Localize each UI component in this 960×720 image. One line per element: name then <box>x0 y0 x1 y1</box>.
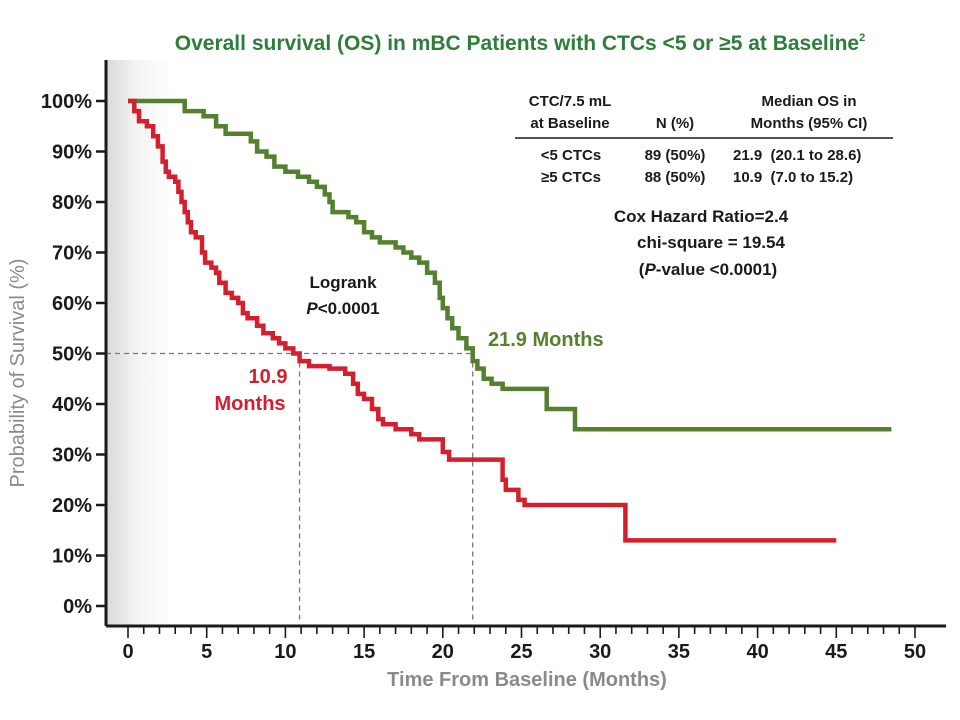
plot-area-background <box>106 60 946 626</box>
logrank-p: P<0.0001 <box>306 299 379 318</box>
series-layer <box>128 98 892 543</box>
x-tick-label: 30 <box>589 641 611 663</box>
y-tick-label: 0% <box>63 596 92 618</box>
axes <box>104 60 946 628</box>
reference-lines <box>106 352 474 622</box>
median-low-value: 10.9 <box>249 366 288 388</box>
y-tick-label: 30% <box>52 445 92 467</box>
cox-p-open: ( <box>639 260 645 279</box>
chart-title-superscript: 2 <box>859 32 865 44</box>
table-row-median: 21.9 (20.1 to 28.6) <box>733 147 861 164</box>
y-tick-label: 10% <box>52 546 92 568</box>
y-axis-ticks: 0% 10% 20% 30% 40% 50% 60% 70% 80% 90% 100% <box>41 91 106 618</box>
chart-title: Overall survival (OS) in mBC Patients wi… <box>175 32 865 55</box>
table-header-median-line1: Median OS in <box>761 93 856 110</box>
cox-annotation: Cox Hazard Ratio=2.4 chi-square = 19.54 … <box>614 207 789 279</box>
x-tick-label: 40 <box>746 641 768 663</box>
x-tick-label: 5 <box>201 641 212 663</box>
y-tick-label: 20% <box>52 495 92 517</box>
logrank-title: Logrank <box>309 273 377 292</box>
table-row-n: 89 (50%) <box>645 147 706 164</box>
x-tick-label: 25 <box>510 641 532 663</box>
table-row-group: <5 CTCs <box>541 147 601 164</box>
y-tick-label: 40% <box>52 394 92 416</box>
x-tick-label: 15 <box>353 641 375 663</box>
survival-curve <box>128 98 837 543</box>
y-tick-label: 60% <box>52 293 92 315</box>
table-header-group-line1: CTC/7.5 mL <box>529 93 612 110</box>
table-row-group: ≥5 CTCs <box>541 169 601 186</box>
median-high-label: 21.9 Months <box>488 329 604 351</box>
x-tick-label: 35 <box>668 641 690 663</box>
y-tick-label: 80% <box>52 192 92 214</box>
table-row-median: 10.9 (7.0 to 15.2) <box>733 169 853 186</box>
median-low-unit: Months <box>214 393 285 415</box>
y-tick-label: 90% <box>52 142 92 164</box>
x-tick-label: 0 <box>122 641 133 663</box>
chart-title-text: Overall survival (OS) in mBC Patients wi… <box>175 32 859 55</box>
x-tick-label: 45 <box>825 641 847 663</box>
cox-chi-square: chi-square = 19.54 <box>637 233 785 252</box>
y-tick-label: 100% <box>41 91 92 113</box>
cox-hazard-ratio: Cox Hazard Ratio=2.4 <box>614 207 789 226</box>
y-tick-label: 70% <box>52 243 92 265</box>
table-rows: <5 CTCs 89 (50%) 21.9 (20.1 to 28.6) ≥5 CTC… <box>541 147 862 186</box>
table-header-n: N (%) <box>656 115 694 132</box>
x-tick-label: 20 <box>432 641 454 663</box>
logrank-p-italic: P <box>306 299 318 318</box>
results-table: CTC/7.5 mL at Baseline N (%) Median OS i… <box>515 93 893 186</box>
table-header-group-line2: at Baseline <box>530 115 609 132</box>
table-header-median-line2: Months (95% CI) <box>751 115 868 132</box>
cox-p-value: (P-value <0.0001) <box>639 260 777 279</box>
survival-curve <box>128 98 892 432</box>
y-axis-label: Probability of Survival (%) <box>7 259 29 488</box>
x-axis-ticks: 0 5 10 15 20 25 30 35 40 45 50 <box>122 626 926 663</box>
cox-p-rest: -value <0.0001) <box>656 260 777 279</box>
table-row-n: 88 (50%) <box>645 169 706 186</box>
logrank-annotation: Logrank P<0.0001 <box>306 273 379 318</box>
x-tick-label: 50 <box>904 641 926 663</box>
y-tick-label: 50% <box>52 344 92 366</box>
x-axis-label: Time From Baseline (Months) <box>387 669 667 691</box>
logrank-p-rest: <0.0001 <box>318 299 380 318</box>
x-tick-label: 10 <box>274 641 296 663</box>
cox-p-italic: P <box>644 260 656 279</box>
